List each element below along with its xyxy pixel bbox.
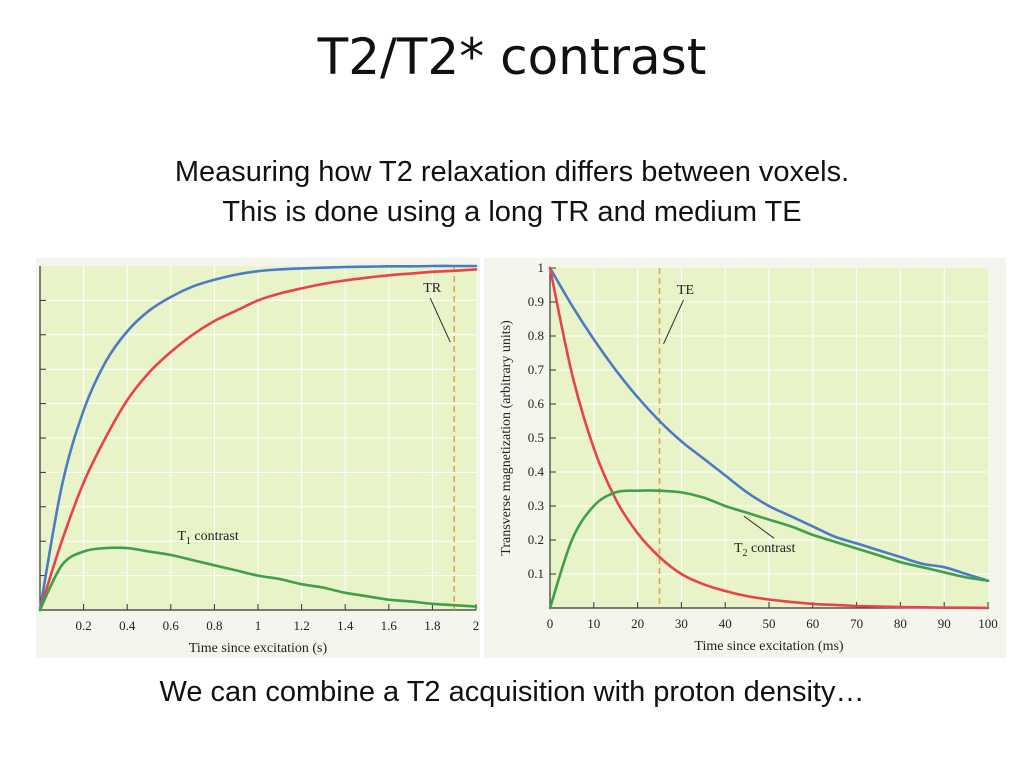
t1-chart-x-tick-label: 0.8 [206, 618, 222, 633]
t1-chart-x-tick-label: 1.4 [337, 618, 354, 633]
t1-chart-x-tick-label: 1 [255, 618, 262, 633]
t2-chart-marker-label: TE [677, 283, 694, 298]
t2-chart-contrast-leader [743, 515, 775, 539]
t1-chart-x-tick-label: 0.4 [119, 618, 136, 633]
t2-decay-chart-panel: 0 10 20 30 40 50 60 70 80 90 100 0.1 0.2 0.3 0.4 0.5 0.6… [484, 258, 1006, 658]
t1-chart-x-axis-label: Time since excitation (s) [189, 641, 328, 656]
t2-chart-series-red-curve [548, 266, 990, 610]
t2-chart-y-tick-label: 0.2 [528, 532, 544, 547]
t2-chart-x-tick-label: 80 [894, 616, 907, 631]
t2-chart-x-tick-label: 0 [547, 616, 554, 631]
t2-chart-x-tick-label: 90 [938, 616, 951, 631]
t2-chart-y-tick-label: 0.7 [528, 362, 545, 377]
t1-chart-series-blue-curve [38, 264, 478, 612]
t2-chart-marker-leader [663, 299, 684, 345]
t1-chart-series-green-curve [38, 546, 478, 612]
slide-title: T2/T2* contrast [317, 28, 707, 86]
t2-chart-y-tick-label: 0.5 [528, 430, 544, 445]
t1-chart-x-tick-label: 0.2 [75, 618, 91, 633]
t1-chart-x-tick-label: 0.6 [163, 618, 180, 633]
t2-chart-series-blue-curve [548, 266, 990, 583]
t2-chart-x-tick-label: 30 [675, 616, 688, 631]
t1-chart-contrast-label: T1 contrast [177, 529, 238, 547]
t2-chart-y-tick-label: 0.8 [528, 328, 544, 343]
t1-chart-x-tick-label: 1.2 [293, 618, 309, 633]
t2-chart-x-tick-label: 100 [978, 616, 998, 631]
t2-chart-y-tick-label: 0.6 [528, 396, 545, 411]
slide-subtitle-line-2: This is done using a long TR and medium … [222, 196, 802, 228]
slide-footer-text: We can combine a T2 acquisition with pro… [159, 676, 865, 708]
t2-chart-x-tick-label: 70 [850, 616, 863, 631]
t1-chart-series-red-curve [38, 268, 478, 612]
t2-chart-contrast-label: T2 contrast [734, 541, 795, 559]
t2-chart-x-axis-label: Time since excitation (ms) [694, 639, 844, 654]
t2-chart-y-axis-label: Transverse magnetization (arbitrary unit… [499, 320, 514, 556]
t2-decay-chart: 0 10 20 30 40 50 60 70 80 90 100 0.1 0.2 0.3 0.4 0.5 0.6… [499, 260, 998, 654]
t1-chart-marker-label: TR [423, 281, 442, 296]
t2-chart-x-tick-label: 60 [806, 616, 819, 631]
slide-subtitle-line-1: Measuring how T2 relaxation differs betw… [174, 156, 850, 188]
t2-chart-y-tick-label: 0.9 [528, 294, 544, 309]
t2-chart-grid [550, 268, 988, 608]
t1-chart-x-tick-label: 2 [473, 618, 480, 633]
t2-chart-y-tick-label: 0.3 [528, 498, 544, 513]
t2-chart-x-tick-label: 40 [719, 616, 732, 631]
t1-chart-marker-leader [429, 297, 451, 343]
t2-chart-x-tick-label: 20 [631, 616, 644, 631]
t1-chart-x-tick-label: 1.8 [424, 618, 440, 633]
t2-chart-x-tick-label: 10 [587, 616, 600, 631]
t2-chart-x-tick-label: 50 [763, 616, 776, 631]
t1-recovery-chart: 0.2 0.4 0.6 0.8 1 1.2 1.4 1.6 1.8 2 Time since exc… [38, 264, 480, 656]
t2-chart-y-tick-label: 0.1 [528, 566, 544, 581]
t2-chart-y-tick-label: 0.4 [528, 464, 545, 479]
t1-chart-x-tick-label: 1.6 [381, 618, 398, 633]
t2-chart-y-tick-label: 1 [538, 260, 545, 275]
t2-chart-series-green-curve [548, 489, 990, 610]
t1-recovery-chart-panel: 0.2 0.4 0.6 0.8 1 1.2 1.4 1.6 1.8 2 Time since exc… [36, 258, 480, 658]
